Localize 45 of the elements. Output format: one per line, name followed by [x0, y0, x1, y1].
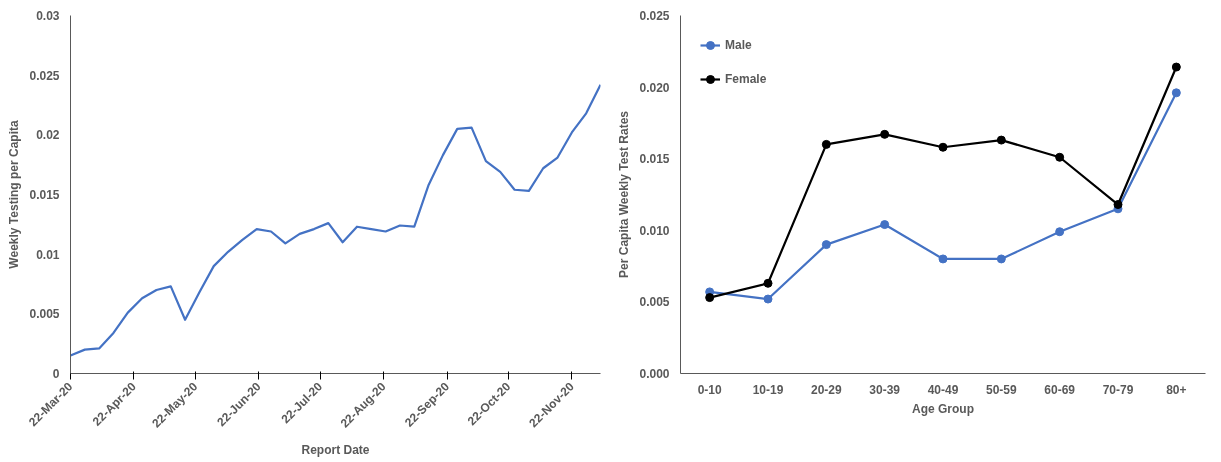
x-tick-label: 30-39: [869, 382, 901, 397]
point: [880, 220, 890, 230]
y-tick-label: 0.025: [29, 68, 60, 83]
y-tick-label: 0.020: [639, 80, 670, 95]
y-tick-label: 0.025: [639, 9, 670, 23]
legend-label: Male: [725, 38, 752, 52]
x-tick-label: 80+: [1166, 382, 1187, 397]
line-series: [70, 83, 601, 357]
point: [1055, 152, 1065, 162]
point: [996, 254, 1006, 264]
y-tick-label: 0: [52, 367, 60, 381]
point: [763, 294, 773, 304]
point: [821, 139, 831, 149]
y-tick-label: 0.010: [639, 223, 670, 238]
x-tick-label: 70-79: [1102, 382, 1134, 397]
x-axis-title: Report Date: [301, 443, 370, 458]
point: [880, 129, 890, 139]
y-tick-label: 0.02: [36, 128, 60, 143]
point: [763, 278, 773, 288]
x-tick-label: 0-10: [697, 382, 722, 397]
y-tick-label: 0.005: [639, 295, 670, 310]
point: [1171, 88, 1181, 98]
y-axis-title: Per Capita Weekly Test Rates: [617, 110, 632, 278]
x-tick-label: 50-59: [985, 382, 1018, 397]
y-tick-label: 0.015: [639, 152, 670, 167]
y-tick-label: 0.005: [29, 307, 60, 322]
point: [1113, 200, 1123, 210]
x-axis-title: Age Group: [912, 401, 974, 416]
y-tick-label: 0.01: [36, 247, 60, 262]
point: [938, 254, 948, 264]
point: [1055, 227, 1065, 237]
point: [938, 142, 948, 152]
y-tick-label: 0.015: [29, 188, 60, 202]
y-tick-label: 0.000: [639, 367, 670, 381]
y-axis-title: Weekly Testing per Capita: [7, 120, 22, 269]
x-tick-label: 60-69: [1044, 382, 1076, 397]
x-tick-label: 20-29: [810, 382, 843, 397]
point: [705, 293, 715, 303]
legend-label: Female: [725, 72, 767, 86]
point: [1171, 62, 1181, 72]
point: [996, 135, 1006, 145]
point: [821, 240, 831, 250]
x-tick-label: 10-19: [752, 382, 784, 397]
x-tick-label: 40-49: [927, 382, 959, 397]
y-tick-label: 0.03: [36, 9, 60, 23]
